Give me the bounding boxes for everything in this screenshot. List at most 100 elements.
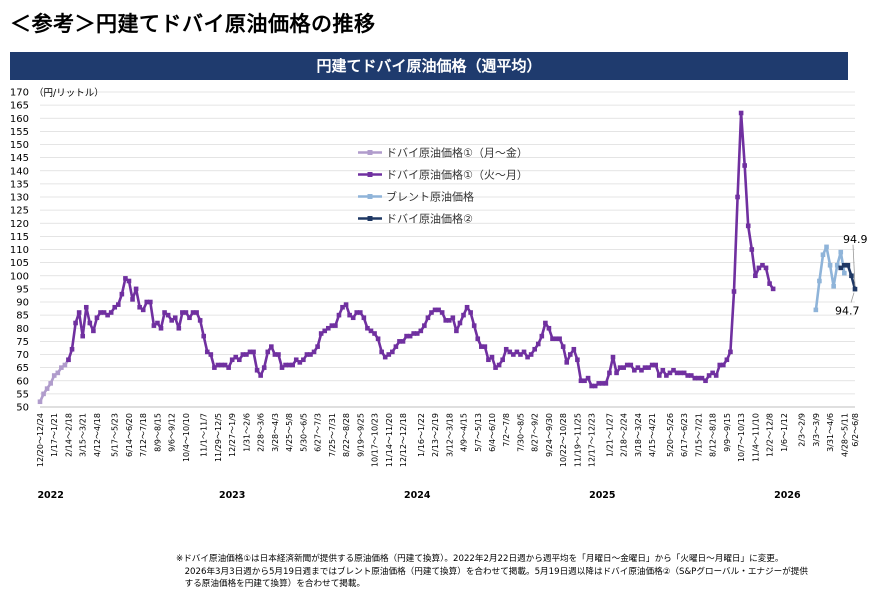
data-point (325, 325, 331, 331)
x-tick-label: 9/19～9/25 (356, 413, 365, 457)
x-tick-label: 1/21～1/27 (605, 413, 614, 457)
x-tick-label: 11/4～11/10 (751, 413, 760, 462)
data-point (639, 367, 644, 373)
x-tick-label: 11/29～12/5 (214, 413, 223, 462)
x-tick-label: 6/14～6/20 (125, 413, 134, 457)
data-point (172, 315, 178, 321)
x-tick-label: 2/13～2/19 (431, 413, 440, 457)
legend-marker (367, 194, 373, 199)
data-point (535, 341, 541, 347)
data-point (343, 302, 349, 307)
data-point (368, 328, 374, 334)
y-tick-label: 85 (16, 311, 29, 322)
data-point (450, 315, 456, 321)
data-point (507, 349, 513, 355)
data-point (496, 362, 502, 368)
data-point (667, 370, 673, 376)
data-point (219, 362, 224, 368)
data-point (628, 362, 634, 368)
data-point (827, 262, 833, 268)
data-point (656, 373, 662, 378)
legend-marker (367, 172, 373, 177)
data-point (842, 262, 847, 268)
data-point (749, 247, 755, 252)
data-point (479, 344, 484, 349)
data-point (500, 357, 505, 363)
data-point (407, 333, 413, 339)
data-point (617, 365, 623, 370)
data-point (770, 286, 776, 292)
data-point (564, 360, 570, 365)
data-point (41, 391, 46, 397)
data-point (674, 370, 680, 376)
data-point (133, 286, 139, 292)
data-point (582, 378, 587, 384)
data-point (158, 325, 164, 331)
data-point (229, 357, 235, 363)
data-point (703, 378, 708, 384)
x-tick-label: 6/17～6/23 (680, 413, 689, 457)
annotations: 94.9 94.7 (835, 233, 868, 318)
x-tick-label: 9/24～9/30 (545, 413, 554, 457)
y-tick-label: 100 (10, 271, 29, 282)
data-point (489, 354, 495, 360)
data-point (852, 286, 858, 292)
data-point (244, 352, 249, 357)
data-point (432, 307, 438, 313)
data-point (745, 223, 751, 229)
x-tick-label: 8/9～8/15 (153, 413, 162, 452)
data-point (653, 362, 658, 368)
data-point (130, 297, 135, 302)
x-tick-label: 3/28～4/3 (271, 413, 280, 452)
data-point (226, 365, 231, 370)
data-point (688, 373, 694, 378)
data-point (379, 349, 384, 355)
x-tick-label: 2/28～3/6 (257, 413, 266, 452)
data-point (165, 312, 171, 318)
data-point (258, 373, 263, 378)
data-point (361, 315, 367, 321)
data-point (365, 325, 370, 331)
x-tick-label: 1/17～1/21 (50, 413, 59, 457)
x-tick-label: 6/2～6/8 (851, 413, 860, 447)
legend-label: ドバイ原油価格①（火～月） (386, 168, 528, 182)
x-tick-label: 4/28～5/11 (840, 413, 849, 457)
data-point (699, 375, 705, 381)
series-lines (37, 110, 858, 405)
series (37, 357, 71, 405)
y-tick-label: 60 (16, 376, 29, 387)
data-point (336, 312, 342, 318)
series (813, 244, 847, 313)
data-point (692, 375, 698, 381)
legend-label: ドバイ原油価格①（月～金） (386, 146, 528, 160)
data-point (80, 333, 86, 339)
data-point (614, 370, 619, 376)
data-point (475, 336, 481, 342)
chart-title-banner: 円建てドバイ原油価格（週平均） (10, 52, 848, 80)
data-point (290, 362, 295, 368)
data-point (212, 365, 217, 370)
legend: ドバイ原油価格①（月～金） ドバイ原油価格①（火～月） ブレント原油価格ドバイ原油価… (358, 146, 528, 226)
series (838, 262, 858, 292)
data-point (767, 281, 772, 286)
data-point (87, 320, 93, 326)
data-point (115, 302, 121, 307)
x-tick-label: 1/6～1/12 (780, 413, 789, 452)
data-point (731, 289, 737, 294)
data-point (293, 357, 299, 363)
x-tick-label: 7/12～7/18 (139, 413, 148, 457)
data-point (169, 318, 174, 323)
y-tick-label: 125 (10, 206, 29, 217)
x-tick-label: 7/30～8/5 (516, 413, 525, 452)
data-point (671, 367, 676, 373)
x-tick-label: 3/31～4/6 (826, 413, 835, 452)
data-point (69, 346, 75, 352)
y-tick-label: 55 (16, 389, 29, 400)
data-point (108, 310, 114, 315)
data-point (724, 357, 730, 363)
data-point (51, 373, 57, 378)
data-point (763, 265, 769, 271)
x-tick-label: 4/9～4/15 (460, 413, 469, 452)
x-tick-label: 5/17～5/23 (111, 413, 120, 457)
data-point (603, 381, 609, 386)
